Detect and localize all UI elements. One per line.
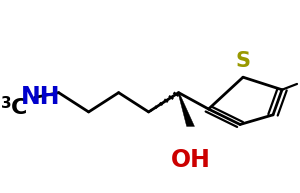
Text: S: S [236,51,250,71]
Text: NH: NH [21,85,60,109]
Text: 3: 3 [2,96,12,111]
Text: OH: OH [171,148,211,172]
Text: C: C [11,98,27,118]
Polygon shape [178,93,194,126]
